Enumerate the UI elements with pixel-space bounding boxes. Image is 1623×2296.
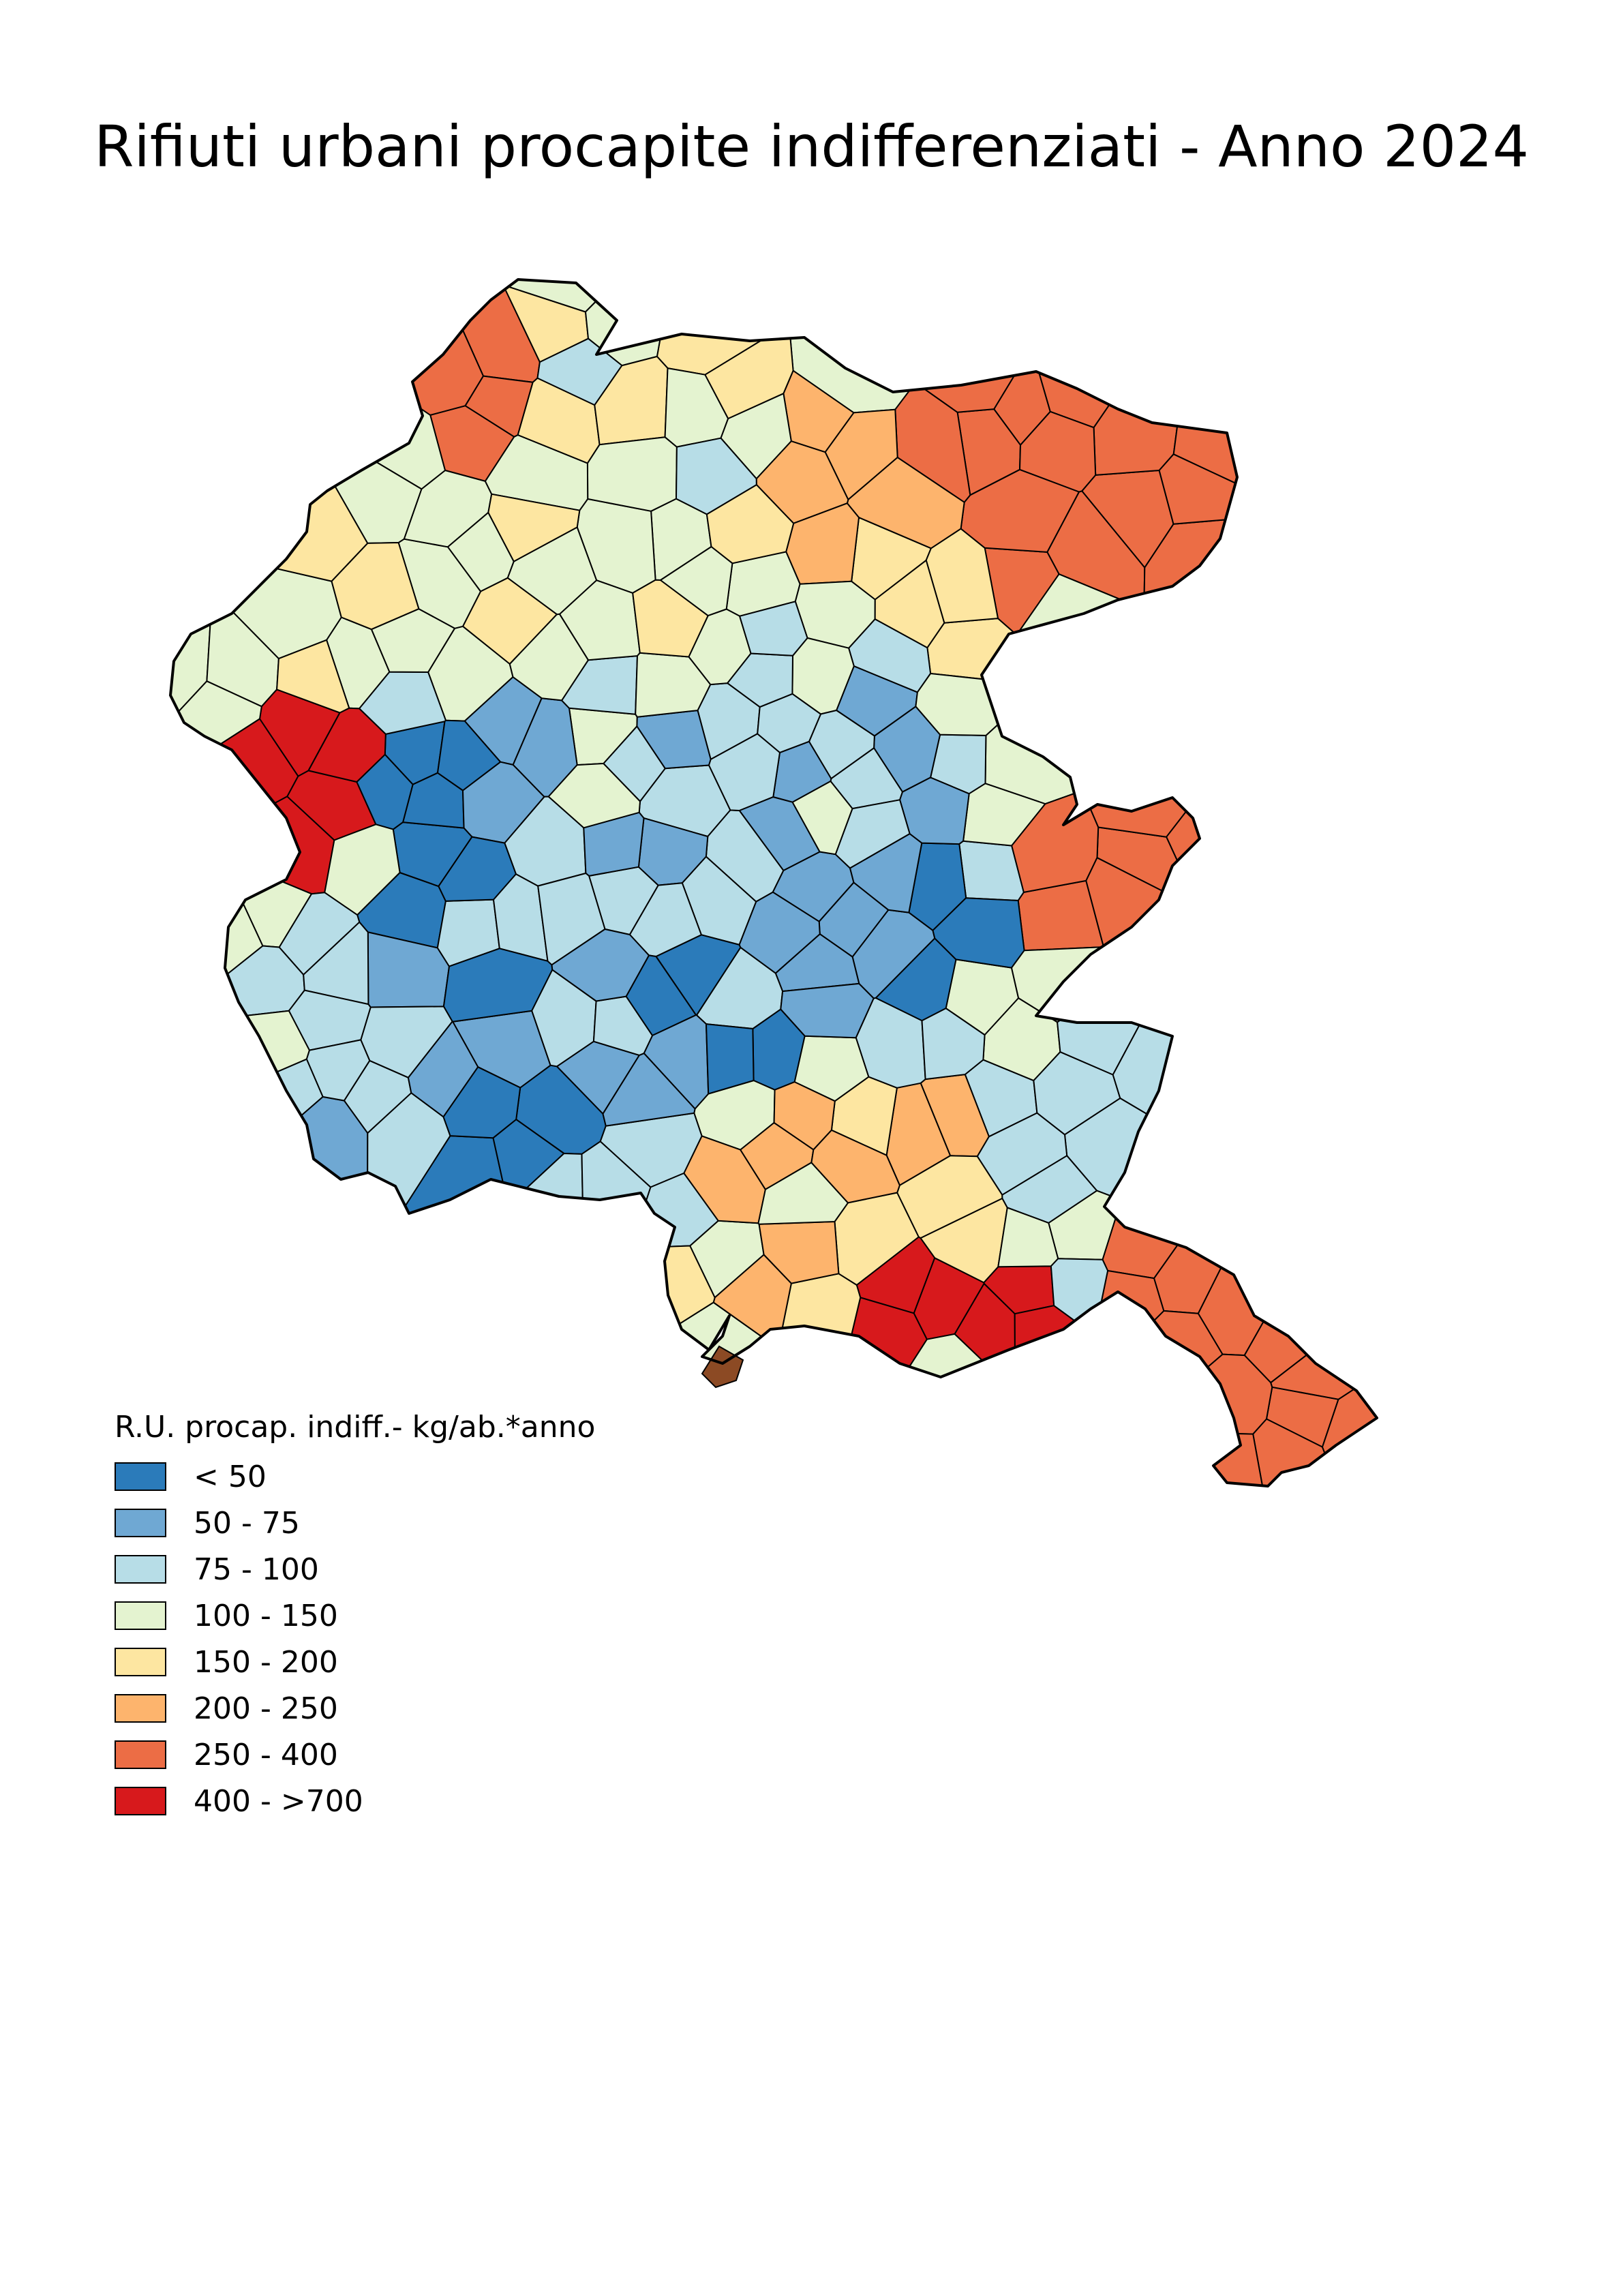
municipality-area <box>823 1333 1063 1486</box>
legend-label: 100 - 150 <box>194 1599 338 1633</box>
municipality-area <box>276 639 350 714</box>
map-legend: R.U. procap. indiff.- kg/ab.*anno < 50 50… <box>115 1408 595 1829</box>
municipality-area <box>307 707 386 783</box>
municipality-area <box>738 891 821 974</box>
legend-item: 150 - 200 <box>115 1644 595 1690</box>
legend-swatch <box>115 1601 166 1630</box>
legend-label: 50 - 75 <box>194 1506 300 1541</box>
municipality-area <box>536 337 623 406</box>
municipality-area <box>547 763 641 829</box>
legend-swatch <box>115 1694 166 1723</box>
municipality-area <box>824 408 898 500</box>
municipality-area <box>442 1066 521 1139</box>
municipality-area <box>1132 1353 1273 1435</box>
municipality-area <box>1031 280 1200 429</box>
municipality-area <box>1166 696 1377 993</box>
legend-swatch <box>115 1648 166 1676</box>
legend-swatch <box>115 1740 166 1769</box>
municipality-area <box>855 1236 936 1314</box>
legend-item: < 50 <box>115 1458 595 1505</box>
municipality-area <box>324 824 401 916</box>
legend-label: 75 - 100 <box>194 1552 319 1587</box>
municipality-area <box>984 687 1108 805</box>
municipality-area <box>464 375 534 438</box>
municipality-area <box>219 280 484 416</box>
legend-label: 200 - 250 <box>194 1691 338 1726</box>
municipality-area <box>303 921 369 1006</box>
municipality-area <box>780 982 875 1039</box>
municipality-area <box>704 322 794 419</box>
municipality-area <box>1112 965 1377 1167</box>
municipalities-layer <box>170 280 1377 1486</box>
municipality-area <box>305 1039 371 1102</box>
municipality-area <box>660 546 733 617</box>
legend-item: 200 - 250 <box>115 1690 595 1736</box>
municipality-area <box>170 280 369 582</box>
municipality-area <box>371 608 455 673</box>
municipality-area <box>586 436 678 512</box>
municipality-area <box>915 673 1039 736</box>
municipality-area <box>932 897 1025 969</box>
legend-swatch <box>115 1555 166 1584</box>
map-title: Rifiuti urbani procapite indifferenziati… <box>94 113 1529 180</box>
legend-swatch <box>115 1509 166 1537</box>
municipality-area <box>1197 1129 1373 1357</box>
legend-title: R.U. procap. indiff.- kg/ab.*anno <box>115 1410 596 1445</box>
municipality-area <box>170 1058 324 1236</box>
municipality-area <box>739 601 808 656</box>
legend-label: < 50 <box>194 1460 267 1494</box>
legend-swatch <box>115 1787 166 1815</box>
municipality-area <box>175 280 446 490</box>
legend-item: 50 - 75 <box>115 1505 595 1551</box>
legend-item: 400 - >700 <box>115 1783 595 1829</box>
region-outline <box>169 278 1378 1487</box>
legend-item: 75 - 100 <box>115 1551 595 1597</box>
legend-swatch <box>115 1462 166 1491</box>
legend-label: 250 - 400 <box>194 1738 338 1772</box>
municipality-area <box>1019 410 1097 493</box>
municipality-area <box>487 493 581 562</box>
municipality-area <box>1060 1430 1266 1486</box>
municipality-area <box>1082 678 1276 838</box>
municipality-area <box>791 781 853 856</box>
municipality-area <box>708 733 780 811</box>
legend-items: < 50 50 - 75 75 - 100 100 - 150 150 - 200 200… <box>115 1458 595 1829</box>
municipality-area <box>1014 1305 1107 1486</box>
municipality-area <box>777 1273 862 1479</box>
municipality-area <box>676 437 757 515</box>
municipality-area <box>1243 1119 1377 1384</box>
municipality-area <box>899 776 970 845</box>
municipality-area <box>875 937 957 1022</box>
municipality-area <box>170 1010 310 1121</box>
municipality-area <box>706 1023 755 1095</box>
municipality-area <box>438 836 517 902</box>
municipality-area <box>551 928 650 1002</box>
municipality-area <box>437 719 502 791</box>
legend-item: 100 - 150 <box>115 1597 595 1644</box>
municipality-area <box>1143 513 1377 700</box>
municipality-area <box>484 434 589 511</box>
legend-item: 250 - 400 <box>115 1736 595 1783</box>
legend-label: 400 - >700 <box>194 1784 363 1819</box>
legend-label: 150 - 200 <box>194 1645 338 1680</box>
municipality-area <box>874 559 945 649</box>
municipality-area <box>810 1129 900 1204</box>
